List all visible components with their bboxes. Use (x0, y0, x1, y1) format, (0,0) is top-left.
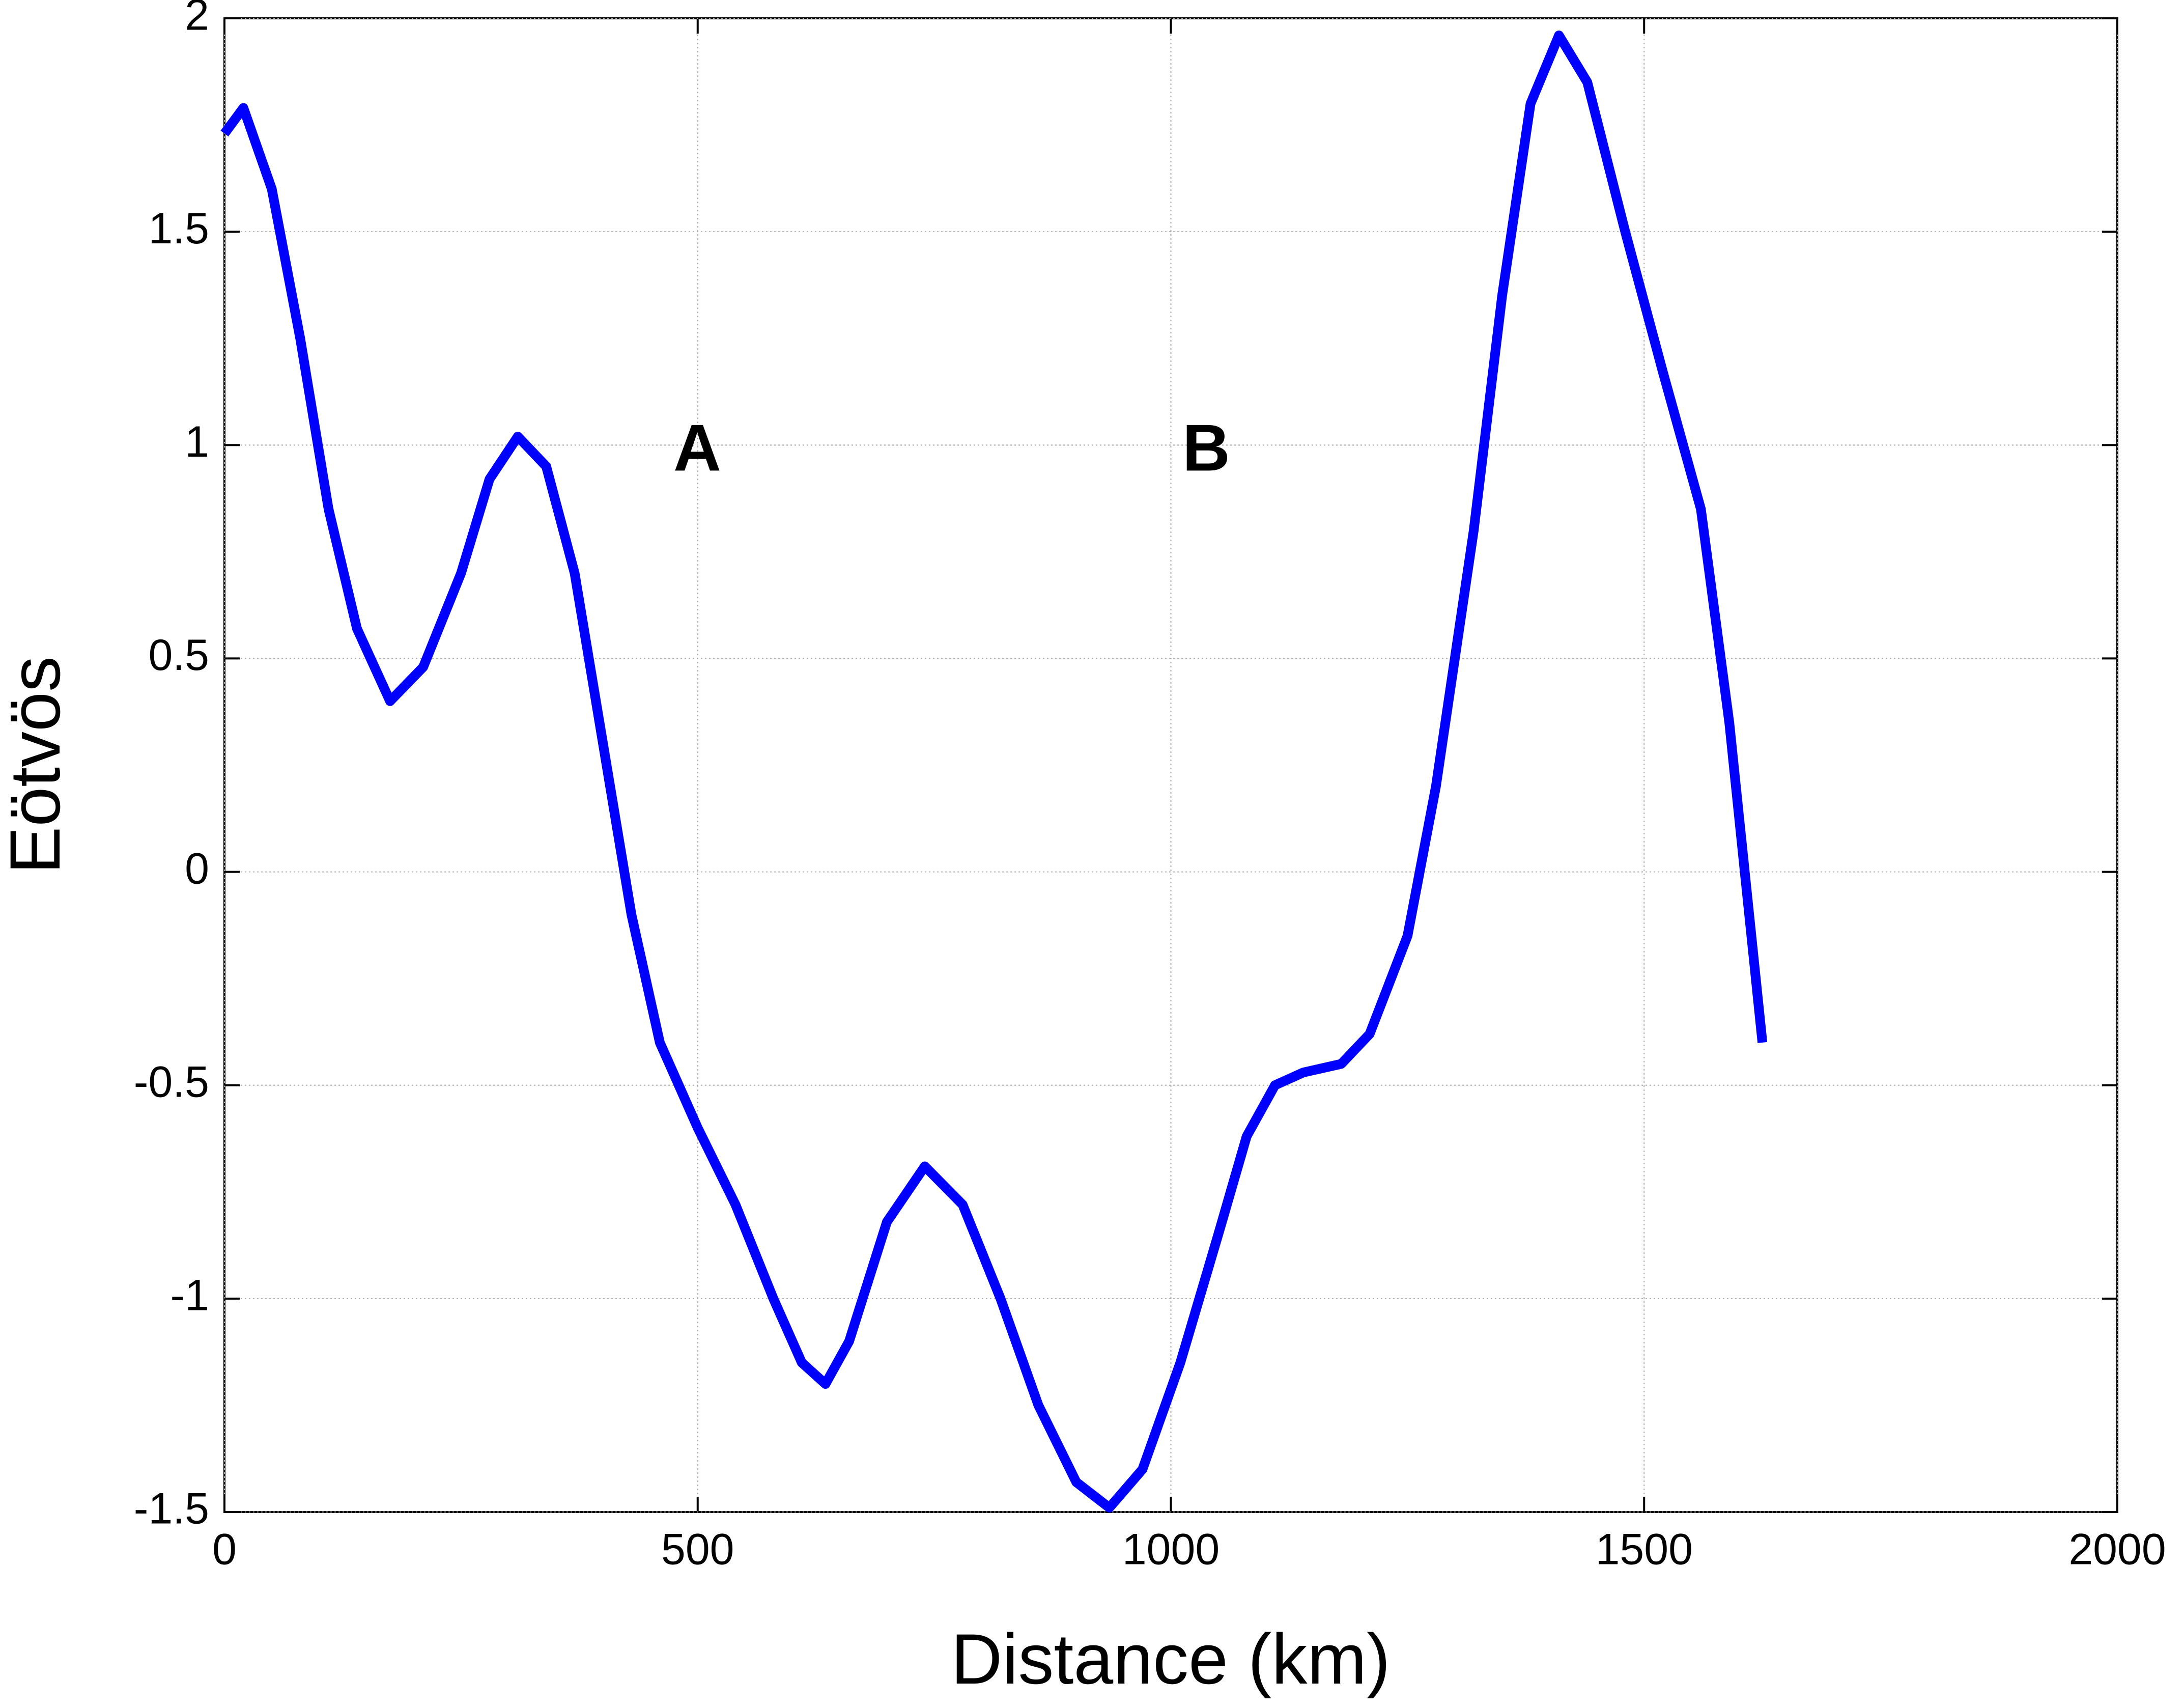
annotation: A (673, 410, 721, 485)
x-tick-label: 1500 (1596, 1525, 1693, 1574)
x-tick-label: 500 (661, 1525, 734, 1574)
x-tick-label: 0 (212, 1525, 237, 1574)
y-tick-label: -0.5 (134, 1057, 209, 1106)
y-tick-label: 1 (185, 417, 209, 466)
y-tick-label: 0 (185, 844, 209, 893)
x-axis-label: Distance (km) (951, 1619, 1390, 1699)
x-tick-label: 2000 (2068, 1525, 2166, 1574)
annotation: B (1182, 410, 1230, 485)
y-tick-label: -1.5 (134, 1485, 209, 1533)
y-tick-label: 0.5 (148, 631, 209, 680)
y-tick-label: 1.5 (148, 204, 209, 253)
x-tick-label: 1000 (1122, 1525, 1219, 1574)
data-line (220, 31, 1768, 1513)
y-axis-label: Eötvös (0, 656, 75, 874)
y-tick-label: -1 (171, 1271, 209, 1320)
y-tick-label: 2 (185, 0, 209, 40)
